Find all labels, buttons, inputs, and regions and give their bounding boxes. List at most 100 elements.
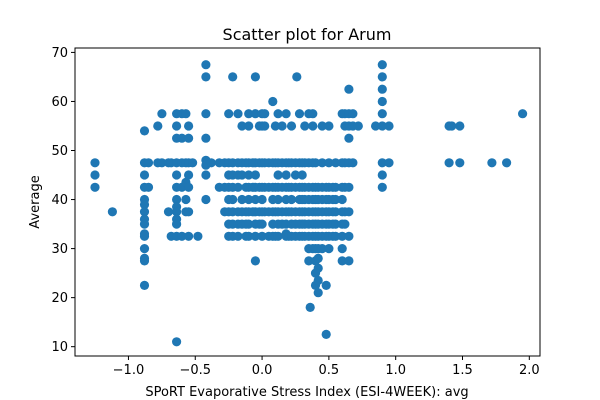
data-point [143,158,154,168]
data-point [184,231,194,241]
data-point [90,182,100,192]
data-point [344,256,354,266]
data-point [518,109,528,119]
data-point [250,231,260,241]
data-point [250,194,260,205]
data-point [331,182,341,192]
data-point [305,302,315,312]
data-point [321,329,331,339]
x-tick-label: −1.0 [113,363,145,378]
data-point [344,84,354,94]
data-point [172,219,182,229]
data-point [233,109,243,119]
data-point [317,158,327,168]
data-point [139,199,150,210]
x-axis-ticks: −1.0 −0.5 0.0 0.5 1.0 1.5 2.0 [113,356,540,378]
data-point [308,121,318,131]
data-point [268,96,278,107]
data-point [377,96,387,107]
data-point [300,121,310,131]
data-point [292,72,302,82]
data-point [257,231,267,241]
x-tick-label: −0.5 [179,363,211,378]
data-point [337,256,347,266]
data-point [237,170,247,180]
data-point [250,109,260,119]
data-point [377,109,387,119]
data-point [139,126,150,136]
data-point [286,121,297,131]
data-point [172,121,182,131]
x-tick-label: 0.5 [319,363,340,378]
data-point [281,109,291,119]
data-point [324,158,334,168]
data-point [313,253,323,263]
data-point [90,170,100,180]
data-point [273,170,283,180]
y-tick-label: 50 [51,144,68,159]
data-point [297,170,307,180]
data-point [224,109,234,119]
data-point [237,194,247,205]
data-point [317,121,327,131]
data-point [324,244,334,254]
y-tick-label: 30 [51,242,68,257]
data-point [377,72,387,82]
data-point [201,194,211,205]
data-point [455,121,465,131]
data-point [273,109,283,119]
data-point [502,158,512,168]
data-point [177,133,187,143]
scatter-points [90,60,528,347]
data-point [139,231,150,241]
data-point [201,72,211,82]
data-point [193,231,203,241]
data-point [308,109,318,119]
data-point [294,109,305,119]
data-point [277,121,287,131]
data-point [273,231,283,241]
data-point [139,244,150,254]
data-point [304,256,314,266]
data-point [184,170,194,180]
data-point [157,109,167,119]
y-tick-label: 70 [51,46,68,61]
data-point [233,231,243,241]
data-point [384,121,394,131]
y-tick-label: 40 [51,193,68,208]
data-point [260,109,270,119]
data-point [172,337,182,347]
data-point [237,121,247,131]
data-point [184,207,194,217]
data-point [344,207,354,217]
data-point [377,60,387,70]
data-point [353,121,363,131]
data-point [377,121,387,131]
data-point [384,158,394,168]
data-point [344,133,354,143]
data-point [257,194,267,205]
data-point [250,256,260,266]
data-point [444,158,454,168]
data-point [313,263,323,273]
data-point [201,133,211,143]
data-point [184,182,194,192]
data-point [337,244,347,254]
data-point [139,207,150,217]
data-point [177,231,187,241]
data-point [172,170,182,180]
plot-frame [74,47,541,357]
y-axis-label: Average [28,175,43,228]
data-point [107,207,117,217]
data-point [331,194,341,205]
data-point [377,84,387,94]
data-point [172,207,182,217]
data-point [331,158,341,168]
data-point [281,170,291,180]
data-point [487,158,497,168]
data-point [377,170,387,180]
data-point [257,219,267,229]
x-tick-label: 2.0 [519,363,540,378]
data-point [244,231,254,241]
